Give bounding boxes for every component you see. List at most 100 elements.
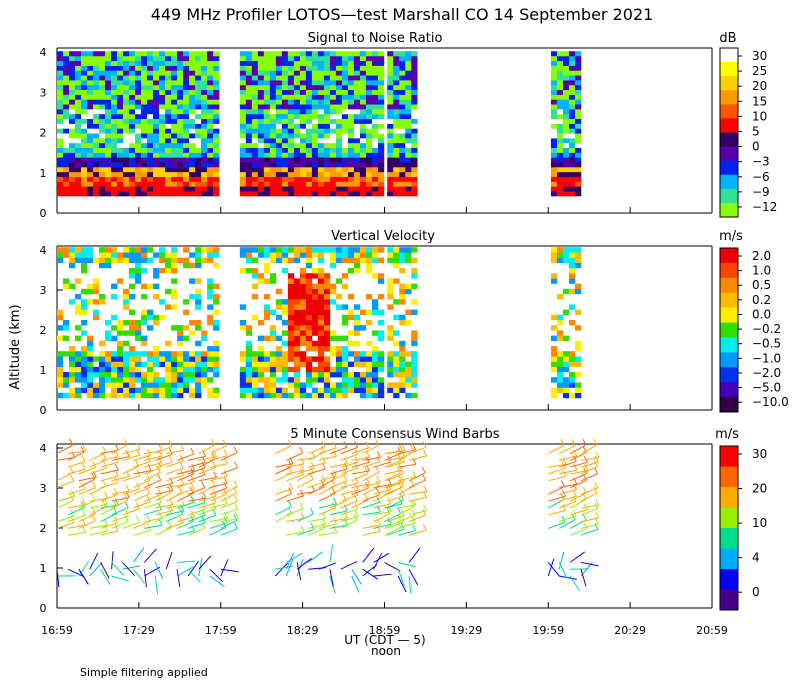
wind-barb-flag [223,470,228,477]
snr-cell [371,162,379,168]
vv-cell [568,351,576,357]
wind-barb-flag [288,487,293,494]
snr-cell [183,51,190,57]
vv-cell [399,361,406,367]
snr-cell [63,142,70,149]
wind-barb [133,486,151,495]
snr-cell [323,191,331,197]
vv-cell [147,382,154,388]
snr-cell [117,60,124,66]
vv-cell [183,335,190,341]
vv-cell [311,377,319,383]
vv-cell [81,361,88,367]
vv-cell [93,314,100,321]
snr-cell [69,133,76,139]
snr-cell [99,114,106,120]
vv-colorbar-label: −0.2 [752,322,781,336]
vv-cell [562,361,570,367]
vv-cell [147,309,154,315]
snr-cell [93,109,100,115]
snr-cell [399,85,406,91]
snr-cell [183,56,190,62]
snr-cell [405,80,412,86]
snr-cell [353,128,361,134]
snr-cell [305,118,313,124]
vv-cell [135,278,142,284]
wind-barb [78,560,90,577]
snr-cell [135,65,142,71]
snr-cell [556,176,564,182]
vv-cell [287,382,295,388]
snr-cell [201,109,208,115]
vv-cell [129,283,136,289]
wind-barb-flag [573,490,577,497]
wind-barb [100,505,117,516]
snr-y-tick-label: 3 [40,86,47,99]
snr-cell [147,123,154,129]
vv-cell [69,262,76,269]
wind-barb-flag [69,466,74,473]
snr-cell [311,171,319,177]
vv-cell [377,382,385,388]
vv-cell [195,247,202,253]
wind-barb [78,513,96,523]
snr-cell [207,147,214,153]
wind-barb [362,547,375,563]
wind-barb [187,514,206,523]
snr-cell [305,152,313,158]
snr-cell [568,104,576,110]
snr-cell [213,157,220,163]
wind-barb-flag [595,451,600,458]
snr-cell [147,75,154,81]
snr-cell [87,142,94,149]
snr-cell [329,147,337,153]
vv-cell [201,257,208,263]
snr-cell [87,94,94,100]
snr-cell [239,70,247,76]
vv-cell [341,382,349,388]
snr-cell [411,167,418,173]
vv-cell [305,299,313,305]
snr-cell [159,118,166,124]
snr-cell [287,147,295,153]
vv-cell [99,262,106,269]
snr-cell [550,171,558,177]
vv-cell [311,247,319,253]
vv-cell [275,361,283,367]
snr-cell [123,157,130,163]
snr-colorbar-label: −12 [752,200,777,214]
snr-cell [353,51,361,57]
snr-colorbar-band [720,188,738,204]
snr-cell [75,75,82,81]
snr-cell [239,152,247,158]
snr-cell [201,118,208,124]
wind-barb [548,475,566,482]
wind-barb [351,568,362,585]
snr-cell [365,181,373,187]
snr-cell [562,60,570,66]
snr-cell [275,109,283,115]
snr-cell [201,80,208,86]
wind-barb [89,530,108,536]
snr-cell [201,191,208,197]
snr-cell [574,167,582,173]
snr-cell [87,186,94,192]
vv-cell [195,392,202,399]
snr-cell [75,118,82,124]
vv-cell [63,283,70,289]
snr-cell [105,114,112,120]
snr-cell [359,123,367,129]
snr-cell [201,128,208,134]
vv-cell [123,247,130,253]
vv-cell [251,372,259,378]
snr-cell [75,65,82,71]
snr-cell [377,167,385,173]
vv-cell [75,387,82,393]
wind-barb [559,469,577,475]
vv-cell [377,309,385,315]
snr-cell [411,75,418,81]
snr-cell [213,171,220,177]
wind-barb [318,492,336,502]
snr-cell [329,123,337,129]
snr-cell [341,123,349,129]
